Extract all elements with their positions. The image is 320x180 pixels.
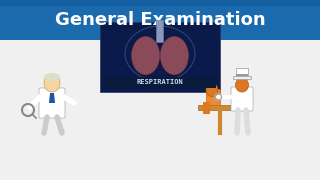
Ellipse shape xyxy=(132,37,160,75)
Ellipse shape xyxy=(44,73,60,81)
Bar xyxy=(0,0,320,6)
Bar xyxy=(100,22,220,92)
FancyBboxPatch shape xyxy=(231,87,253,111)
Polygon shape xyxy=(49,93,55,103)
Ellipse shape xyxy=(236,78,249,92)
Bar xyxy=(206,89,220,105)
Bar xyxy=(198,105,242,110)
Bar xyxy=(233,76,251,79)
Ellipse shape xyxy=(206,84,218,96)
Bar xyxy=(236,68,248,76)
Text: RESPIRATION: RESPIRATION xyxy=(137,79,183,85)
Bar xyxy=(236,74,248,76)
Bar xyxy=(156,20,164,42)
Bar xyxy=(0,0,320,40)
Ellipse shape xyxy=(160,37,188,75)
FancyBboxPatch shape xyxy=(39,88,65,118)
Ellipse shape xyxy=(44,74,60,92)
Text: General Examination: General Examination xyxy=(55,11,265,29)
Bar xyxy=(104,77,216,88)
